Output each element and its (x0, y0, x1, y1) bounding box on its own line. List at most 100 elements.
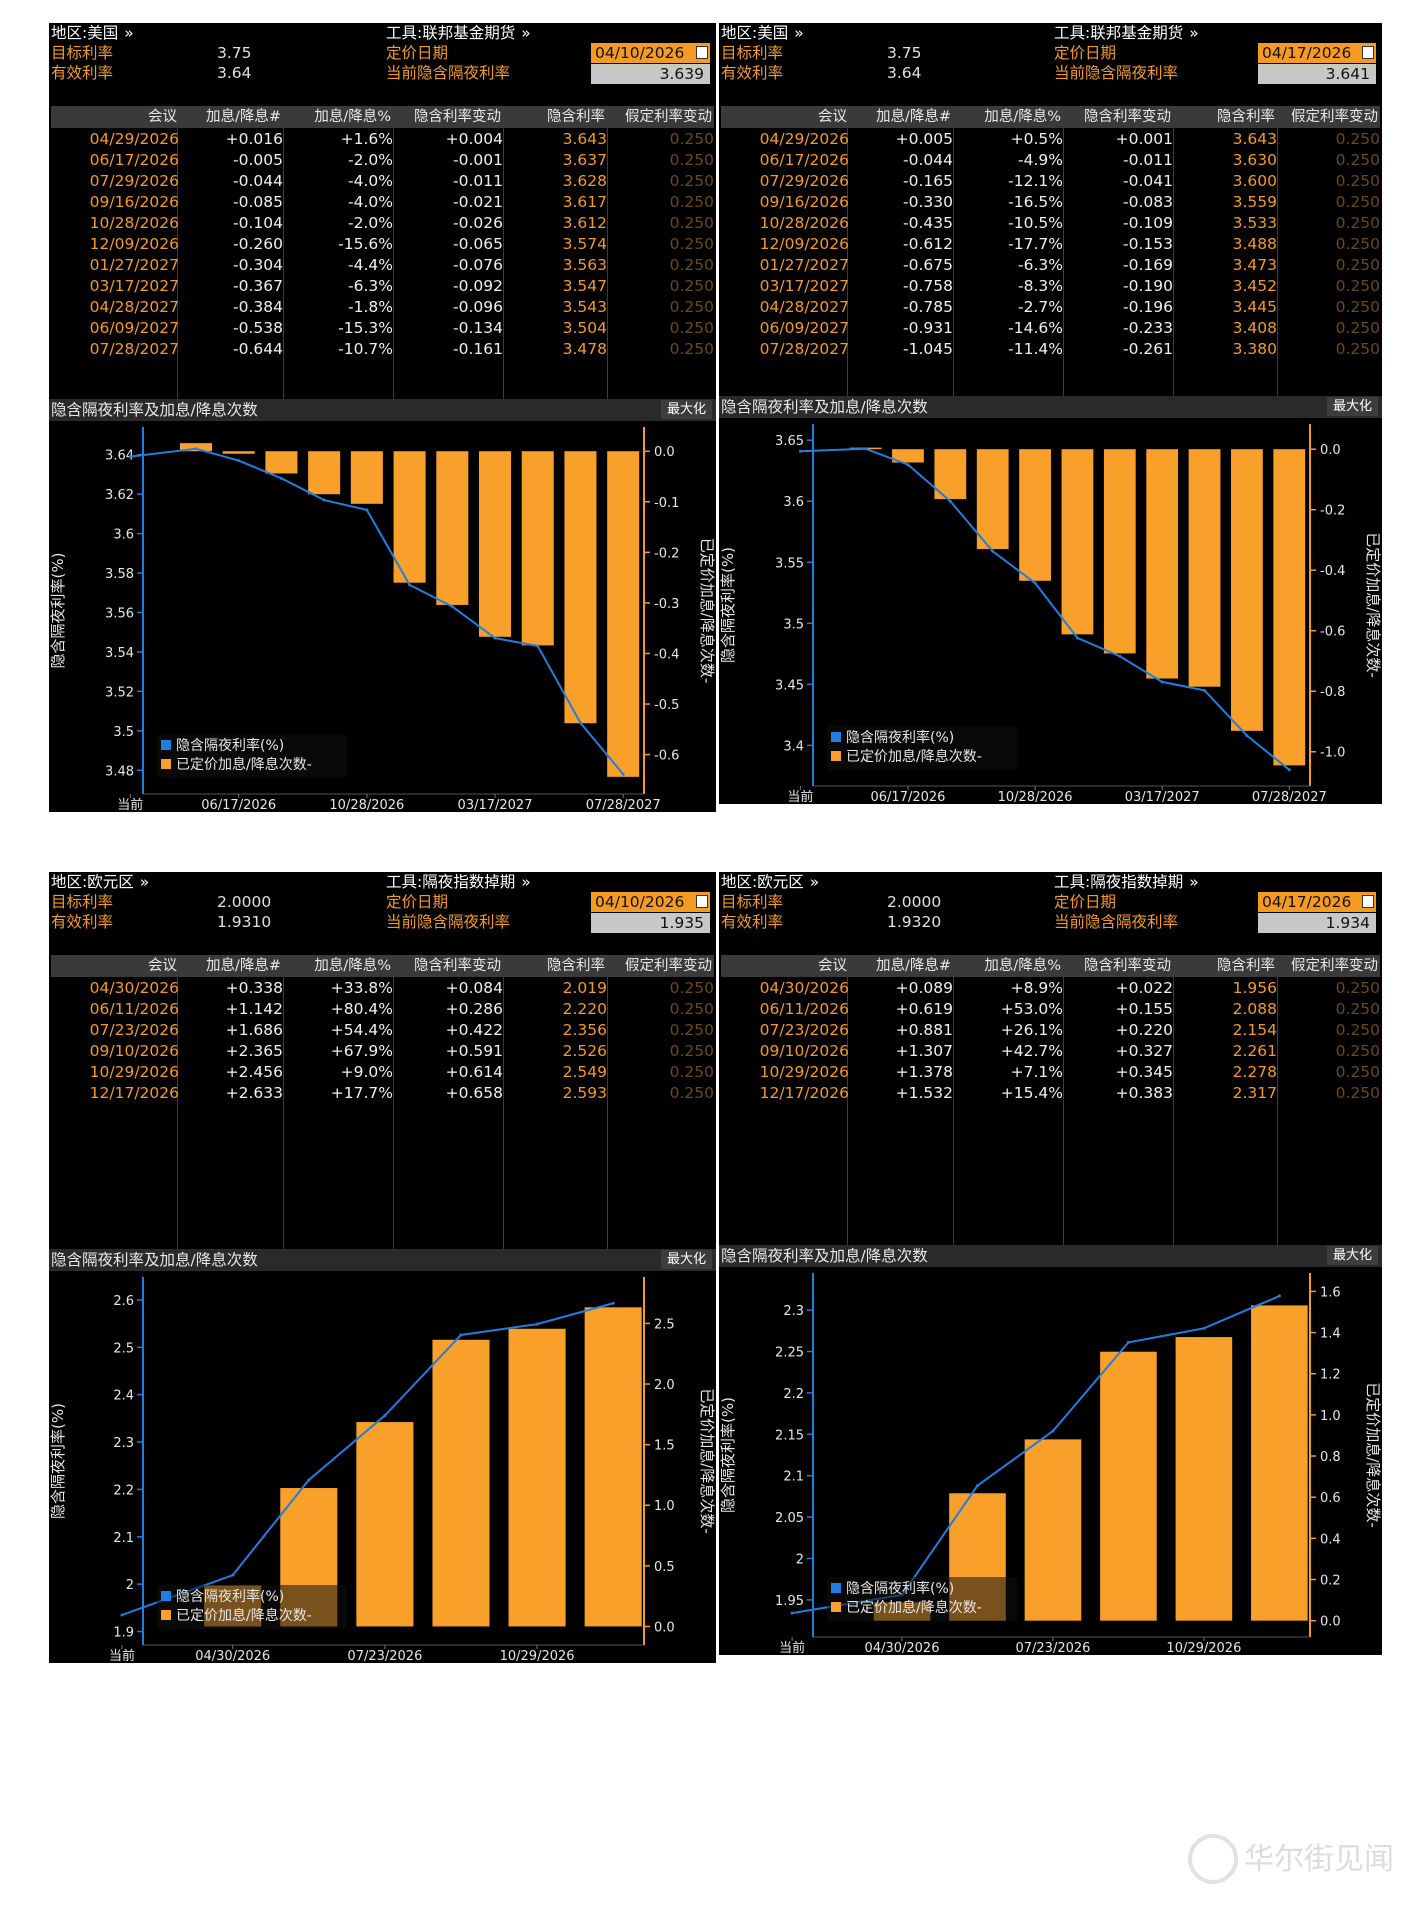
table-row[interactable]: 10/29/2026 +1.378 +7.1% +0.345 2.278 0.250 (719, 1062, 1382, 1083)
column-header[interactable]: 加息/降息% (984, 109, 1061, 125)
column-header[interactable]: 假定利率变动 (1291, 958, 1378, 974)
table-row[interactable]: 04/29/2026 +0.005 +0.5% +0.001 3.643 0.250 (719, 129, 1382, 150)
column-header[interactable]: 加息/降息% (314, 958, 391, 974)
watermark-logo-icon (1188, 1834, 1238, 1884)
table-cell: 09/16/2026 (89, 193, 179, 211)
column-header[interactable]: 隐含利率变动 (1084, 958, 1171, 974)
table-row[interactable]: 12/17/2026 +2.633 +17.7% +0.658 2.593 0.250 (49, 1083, 716, 1104)
table-row[interactable]: 12/17/2026 +1.532 +15.4% +0.383 2.317 0.250 (719, 1083, 1382, 1104)
table-cell: 0.250 (669, 340, 714, 358)
column-header[interactable]: 假定利率变动 (625, 109, 712, 125)
calendar-icon[interactable] (696, 895, 708, 908)
region-selector[interactable]: 地区:美国 » (721, 23, 804, 43)
table-row[interactable]: 12/09/2026 -0.612 -17.7% -0.153 3.488 0.250 (719, 234, 1382, 255)
table-row[interactable]: 07/28/2027 -1.045 -11.4% -0.261 3.380 0.250 (719, 339, 1382, 360)
region-selector[interactable]: 地区:欧元区 » (721, 872, 819, 892)
table-row[interactable]: 09/16/2026 -0.085 -4.0% -0.021 3.617 0.250 (49, 192, 716, 213)
column-header[interactable]: 加息/降息% (984, 958, 1061, 974)
column-header[interactable]: 隐含利率 (547, 958, 605, 974)
table-row[interactable]: 09/10/2026 +2.365 +67.9% +0.591 2.526 0.250 (49, 1041, 716, 1062)
table-row[interactable]: 07/29/2026 -0.044 -4.0% -0.011 3.628 0.250 (49, 171, 716, 192)
table-row[interactable]: 09/10/2026 +1.307 +42.7% +0.327 2.261 0.250 (719, 1041, 1382, 1062)
right-tick-label: 1.0 (1320, 1409, 1341, 1424)
calendar-icon[interactable] (1362, 46, 1374, 59)
table-cell: 0.250 (669, 214, 714, 232)
tool-selector[interactable]: 工具:联邦基金期货 » (1054, 23, 1199, 43)
maximize-button[interactable]: 最大化 (1326, 1246, 1378, 1265)
table-row[interactable]: 04/28/2027 -0.384 -1.8% -0.096 3.543 0.250 (49, 297, 716, 318)
region-selector[interactable]: 地区:欧元区 » (51, 872, 149, 892)
table-row[interactable]: 07/29/2026 -0.165 -12.1% -0.041 3.600 0.250 (719, 171, 1382, 192)
table-row[interactable]: 06/11/2026 +1.142 +80.4% +0.286 2.220 0.250 (49, 999, 716, 1020)
table-header: 会议 加息/降息# 加息/降息% 隐含利率变动 隐含利率 假定利率变动 (721, 955, 1380, 977)
table-cell: 07/28/2027 (89, 340, 179, 358)
bar (432, 1339, 490, 1627)
table-row[interactable]: 04/30/2026 +0.089 +8.9% +0.022 1.956 0.250 (719, 978, 1382, 999)
column-header[interactable]: 加息/降息# (875, 958, 951, 974)
column-header[interactable]: 隐含利率变动 (1084, 109, 1171, 125)
column-header[interactable]: 加息/降息# (205, 958, 281, 974)
table-cell: +0.286 (445, 1000, 503, 1018)
left-tick-label: 2.1 (113, 1531, 134, 1546)
column-header[interactable]: 加息/降息# (205, 109, 281, 125)
column-header[interactable]: 隐含利率变动 (414, 958, 501, 974)
table-row[interactable]: 06/09/2027 -0.931 -14.6% -0.233 3.408 0.250 (719, 318, 1382, 339)
column-header[interactable]: 会议 (818, 958, 847, 974)
table-row[interactable]: 03/17/2027 -0.367 -6.3% -0.092 3.547 0.250 (49, 276, 716, 297)
table-cell: -2.0% (348, 214, 393, 232)
calendar-icon[interactable] (696, 46, 708, 59)
table-row[interactable]: 04/28/2027 -0.785 -2.7% -0.196 3.445 0.250 (719, 297, 1382, 318)
column-header[interactable]: 加息/降息# (875, 109, 951, 125)
table-row[interactable]: 10/28/2026 -0.104 -2.0% -0.026 3.612 0.250 (49, 213, 716, 234)
rate-point (991, 549, 995, 553)
rate-point (1075, 636, 1079, 640)
tool-selector[interactable]: 工具:联邦基金期货 » (386, 23, 531, 43)
table-row[interactable]: 10/29/2026 +2.456 +9.0% +0.614 2.549 0.250 (49, 1062, 716, 1083)
column-header[interactable]: 隐含利率 (547, 109, 605, 125)
legend: 隐含隔夜利率(%) 已定价加息/降息次数- (827, 726, 1017, 770)
table-row[interactable]: 07/28/2027 -0.644 -10.7% -0.161 3.478 0.250 (49, 339, 716, 360)
column-header[interactable]: 会议 (148, 958, 177, 974)
column-header[interactable]: 假定利率变动 (1291, 109, 1378, 125)
table-row[interactable]: 01/27/2027 -0.304 -4.4% -0.076 3.563 0.250 (49, 255, 716, 276)
table-cell: 01/27/2027 (89, 256, 179, 274)
pricing-date-field[interactable]: 04/17/2026 (1258, 892, 1376, 912)
pricing-date-field[interactable]: 04/10/2026 (591, 43, 710, 63)
table-row[interactable]: 01/27/2027 -0.675 -6.3% -0.169 3.473 0.250 (719, 255, 1382, 276)
tool-selector[interactable]: 工具:隔夜指数掉期 » (1054, 872, 1199, 892)
maximize-button[interactable]: 最大化 (660, 400, 712, 419)
maximize-button[interactable]: 最大化 (660, 1250, 712, 1269)
table-row[interactable]: 06/11/2026 +0.619 +53.0% +0.155 2.088 0.250 (719, 999, 1382, 1020)
table-row[interactable]: 03/17/2027 -0.758 -8.3% -0.190 3.452 0.250 (719, 276, 1382, 297)
column-header[interactable]: 会议 (148, 109, 177, 125)
table-row[interactable]: 07/23/2026 +1.686 +54.4% +0.422 2.356 0.250 (49, 1020, 716, 1041)
table-row[interactable]: 06/17/2026 -0.044 -4.9% -0.011 3.630 0.250 (719, 150, 1382, 171)
table-row[interactable]: 12/09/2026 -0.260 -15.6% -0.065 3.574 0.250 (49, 234, 716, 255)
maximize-button[interactable]: 最大化 (1326, 397, 1378, 416)
calendar-icon[interactable] (1362, 895, 1374, 908)
bar (521, 451, 554, 646)
column-header[interactable]: 加息/降息% (314, 109, 391, 125)
legend-line-swatch (831, 1583, 841, 1593)
table-cell: +0.155 (1115, 1000, 1173, 1018)
table-row[interactable]: 04/29/2026 +0.016 +1.6% +0.004 3.643 0.250 (49, 129, 716, 150)
pricing-date-field[interactable]: 04/10/2026 (591, 892, 710, 912)
table-row[interactable]: 10/28/2026 -0.435 -10.5% -0.109 3.533 0.250 (719, 213, 1382, 234)
column-header[interactable]: 会议 (818, 109, 847, 125)
table-row[interactable]: 07/23/2026 +0.881 +26.1% +0.220 2.154 0.250 (719, 1020, 1382, 1041)
left-tick-label: 2.2 (783, 1387, 804, 1402)
column-header[interactable]: 隐含利率 (1217, 958, 1275, 974)
region-selector[interactable]: 地区:美国 » (51, 23, 134, 43)
pricing-date-field[interactable]: 04/17/2026 (1258, 43, 1376, 63)
table-cell: 2.278 (1232, 1063, 1277, 1081)
table-row[interactable]: 09/16/2026 -0.330 -16.5% -0.083 3.559 0.250 (719, 192, 1382, 213)
table-cell: -11.4% (1008, 340, 1063, 358)
column-header[interactable]: 隐含利率变动 (414, 109, 501, 125)
bar (356, 1422, 414, 1627)
tool-selector[interactable]: 工具:隔夜指数掉期 » (386, 872, 531, 892)
table-row[interactable]: 06/09/2027 -0.538 -15.3% -0.134 3.504 0.250 (49, 318, 716, 339)
column-header[interactable]: 隐含利率 (1217, 109, 1275, 125)
column-header[interactable]: 假定利率变动 (625, 958, 712, 974)
table-row[interactable]: 06/17/2026 -0.005 -2.0% -0.001 3.637 0.250 (49, 150, 716, 171)
table-row[interactable]: 04/30/2026 +0.338 +33.8% +0.084 2.019 0.250 (49, 978, 716, 999)
